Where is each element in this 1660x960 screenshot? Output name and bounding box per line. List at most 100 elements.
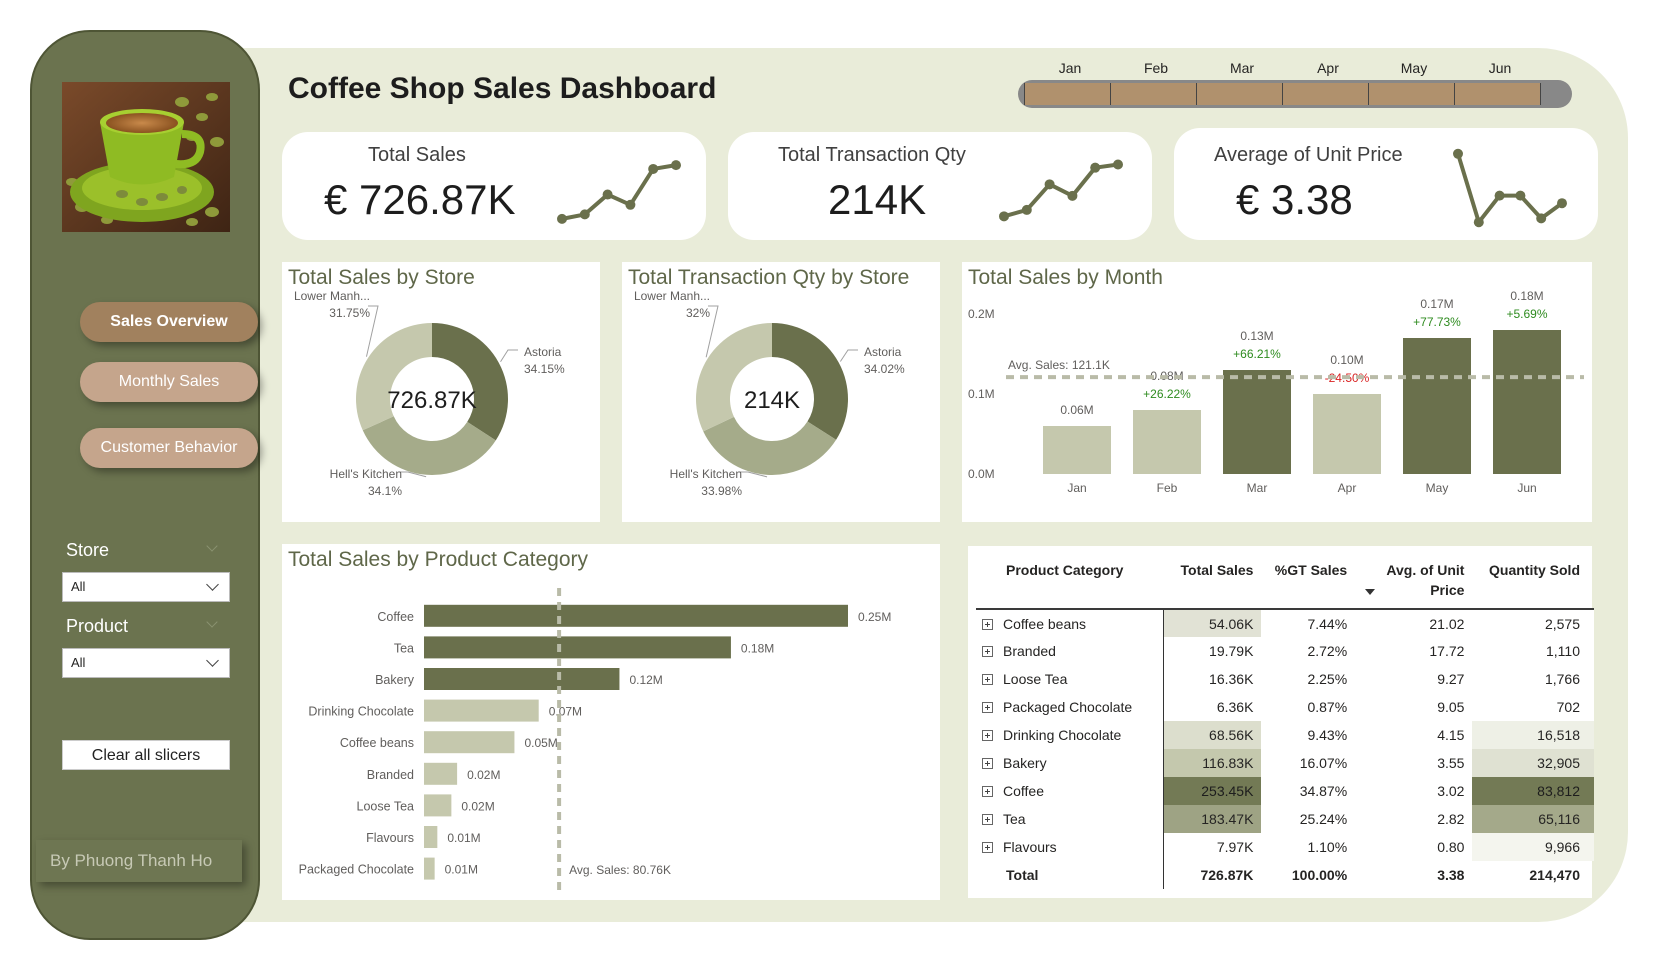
category-bar[interactable]: [424, 826, 438, 848]
month-slicer-label: Apr: [1317, 60, 1339, 76]
category-bar[interactable]: [424, 857, 435, 880]
row-category-label: Bakery: [1003, 755, 1047, 771]
month-slicer-label: Jun: [1488, 60, 1512, 76]
row-category-cell: Packaged Chocolate: [976, 693, 1164, 721]
nav-monthly-sales-button[interactable]: Monthly Sales: [80, 362, 258, 402]
quantity-sold-cell: 16,518: [1472, 721, 1594, 749]
avg-unit-price-cell: 2.82: [1437, 811, 1465, 827]
expand-icon[interactable]: [982, 646, 993, 657]
chevron-down-icon: [206, 654, 219, 667]
category-bar[interactable]: [424, 668, 620, 690]
total-sales-cell: 116.83K: [1163, 749, 1262, 777]
column-header[interactable]: Product Category: [976, 556, 1164, 610]
donut-center-label: 214K: [744, 387, 800, 414]
month-bar[interactable]: [1493, 330, 1561, 474]
donut-slice[interactable]: [356, 323, 432, 431]
kpi-title: Total Transaction Qty: [778, 144, 966, 166]
donut-leader-line: [738, 471, 768, 478]
row-category-label: Coffee beans: [1003, 615, 1087, 632]
table-row[interactable]: Loose Tea 16.36K 2.25% 9.27 1,766: [976, 665, 1594, 693]
table-row[interactable]: Coffee 253.45K 34.87% 3.02 83,812: [976, 777, 1594, 805]
donut-slice[interactable]: [772, 323, 848, 440]
column-header[interactable]: Quantity Sold: [1472, 556, 1594, 610]
column-header[interactable]: Total Sales: [1163, 556, 1262, 610]
donut-leader-line: [398, 471, 427, 478]
x-axis-tick-label: Apr: [1338, 481, 1357, 495]
avg-unit-price-cell: 4.15: [1437, 727, 1465, 743]
month-slicer-segment[interactable]: [1368, 83, 1455, 105]
category-bar[interactable]: [424, 604, 848, 627]
row-category-cell: Tea: [976, 805, 1164, 833]
category-bar[interactable]: [424, 794, 452, 817]
month-slicer-segment[interactable]: [1282, 83, 1369, 105]
row-category-label: Branded: [1003, 643, 1056, 659]
y-axis-tick-label: 0.2M: [968, 307, 995, 321]
expand-icon[interactable]: [982, 730, 993, 741]
month-slicer-segment[interactable]: [1454, 83, 1541, 105]
total-sales-cell: 68.56K: [1163, 721, 1262, 749]
donut-slice[interactable]: [703, 416, 837, 475]
nav-customer-behavior-button[interactable]: Customer Behavior: [80, 428, 258, 468]
sparkline-point: [1515, 190, 1526, 201]
mom-change-label: +5.69%: [1506, 307, 1547, 321]
category-bar[interactable]: [424, 731, 515, 754]
sparkline-point: [625, 199, 636, 210]
expand-icon[interactable]: [982, 786, 993, 797]
sales-by-month-card: Total Sales by Month 0.0M 0.1M 0.2M Jan 0.06…: [962, 262, 1592, 522]
sparkline-point: [648, 163, 659, 174]
bar-data-label: 0.02M: [461, 799, 494, 813]
donut-slice[interactable]: [432, 323, 508, 441]
table-row[interactable]: Tea 183.47K 25.24% 2.82 65,116: [976, 805, 1594, 833]
month-slicer-segment[interactable]: [1196, 83, 1283, 105]
category-bar[interactable]: [424, 636, 731, 659]
quantity-sold-cell: 32,905: [1472, 749, 1594, 777]
table-row[interactable]: Packaged Chocolate 6.36K 0.87% 9.05 702: [976, 693, 1594, 721]
expand-icon[interactable]: [982, 674, 993, 685]
month-bar[interactable]: [1043, 426, 1111, 474]
month-bar[interactable]: [1313, 394, 1381, 474]
row-category-label: Flavours: [1003, 839, 1057, 855]
expand-icon[interactable]: [982, 702, 993, 713]
expand-icon[interactable]: [982, 814, 993, 825]
donut-slice[interactable]: [696, 323, 772, 432]
column-header[interactable]: Avg. of Unit Price: [1355, 556, 1473, 610]
sparkline-point: [579, 209, 590, 220]
clear-all-slicers-button[interactable]: Clear all slicers: [62, 740, 230, 770]
sparkline-point: [1557, 198, 1567, 209]
month-bar[interactable]: [1223, 370, 1291, 474]
total-sales-cell: 19.79K: [1163, 637, 1262, 665]
table-row[interactable]: Branded 19.79K 2.72% 17.72 1,110: [976, 637, 1594, 665]
quantity-sold-cell: 65,116: [1472, 805, 1594, 833]
month-slicer-segment[interactable]: [1110, 83, 1197, 105]
kpi-card-average-unit-price: Average of Unit Price € 3.38: [1174, 128, 1598, 240]
gt-sales-cell: 16.07%: [1299, 755, 1348, 771]
category-bar[interactable]: [424, 762, 458, 785]
visual-title: Total Sales by Product Category: [288, 548, 588, 571]
store-slicer-dropdown[interactable]: All: [62, 572, 230, 602]
month-bar[interactable]: [1403, 338, 1471, 474]
column-header[interactable]: %GT Sales: [1261, 556, 1376, 610]
category-bar[interactable]: [424, 699, 539, 722]
expand-icon[interactable]: [982, 758, 993, 769]
donut-slice[interactable]: [362, 416, 496, 475]
bar-data-label: 0.01M: [447, 831, 480, 845]
mom-change-label: +77.73%: [1413, 315, 1461, 329]
table-row[interactable]: Bakery 116.83K 16.07% 3.55 32,905: [976, 749, 1594, 777]
table-row[interactable]: Coffee beans 54.06K 7.44% 21.02 2,575: [976, 609, 1594, 637]
month-bar[interactable]: [1133, 410, 1201, 474]
kpi-title: Total Sales: [368, 144, 466, 166]
quantity-sold-cell: 2,575: [1472, 609, 1594, 637]
store-slicer-value: All: [71, 579, 86, 594]
sparkline-line: [1456, 151, 1564, 225]
product-slicer-dropdown[interactable]: All: [62, 648, 230, 678]
expand-icon[interactable]: [982, 842, 993, 853]
y-axis-tick-label: 0.1M: [968, 387, 995, 401]
expand-icon[interactable]: [982, 618, 993, 630]
quantity-sold-cell: 83,812: [1472, 777, 1594, 805]
sparkline-point: [671, 160, 681, 171]
table-row[interactable]: Flavours 7.97K 1.10% 0.80 9,966: [976, 833, 1594, 861]
nav-sales-overview-button[interactable]: Sales Overview: [80, 302, 258, 342]
table-row[interactable]: Drinking Chocolate 68.56K 9.43% 4.15 16,518: [976, 721, 1594, 749]
donut-value-label: 34.15%: [524, 362, 565, 376]
month-slicer-segment[interactable]: [1024, 83, 1111, 105]
